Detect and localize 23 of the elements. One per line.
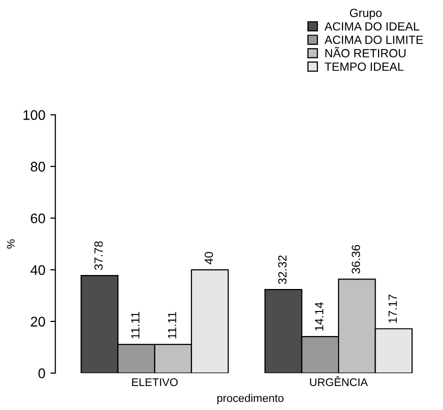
x-tick-label: URGÊNCIA xyxy=(310,376,368,386)
y-axis-title: % xyxy=(6,239,15,248)
data-label: 40 xyxy=(204,252,214,264)
y-tick-label: 0 xyxy=(38,368,46,378)
data-label: 36.36 xyxy=(352,244,360,274)
y-tick-label: 80 xyxy=(30,162,46,172)
x-axis-title: procedimento xyxy=(217,394,284,404)
legend-label: NÃO RETIROU xyxy=(325,46,406,58)
data-label: 32.32 xyxy=(278,256,287,284)
y-tick-label: 60 xyxy=(30,213,46,224)
y-tick-label: 20 xyxy=(30,316,46,327)
data-label: 37.78 xyxy=(94,241,103,270)
data-label: 11.11 xyxy=(168,312,176,338)
legend-title: Grupo xyxy=(350,8,382,20)
legend-label: TEMPO IDEAL xyxy=(324,62,404,71)
x-tick-label: ELETIVO xyxy=(132,378,178,386)
data-label: 11.11 xyxy=(131,312,140,338)
y-tick-label: 100 xyxy=(24,110,46,120)
y-tick-label: 40 xyxy=(30,265,46,275)
data-label: 14.14 xyxy=(315,302,324,331)
legend-label: ACIMA DO IDEAL xyxy=(324,22,420,31)
legend-label: ACIMA DO LIMITE xyxy=(324,36,424,44)
data-label: 17.17 xyxy=(388,294,397,323)
